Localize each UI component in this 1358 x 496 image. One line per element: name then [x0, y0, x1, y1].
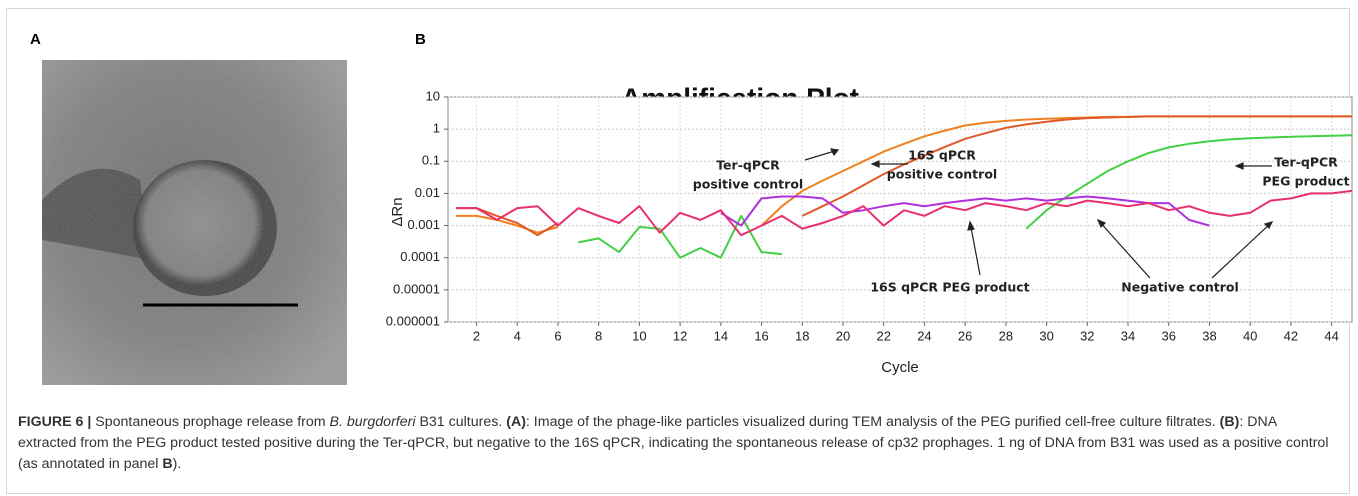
- y-axis-label: ΔRn: [389, 197, 406, 226]
- series-line: [456, 189, 1352, 237]
- x-tick-label: 16: [754, 328, 768, 343]
- x-tick-label: 28: [999, 328, 1013, 343]
- y-tick-label: 0.001: [407, 217, 440, 232]
- caption-ref: (B): [1219, 414, 1240, 430]
- x-tick-label: 42: [1284, 328, 1298, 343]
- tem-image: [42, 60, 347, 385]
- series-line: [720, 195, 1210, 227]
- caption-text: : DNA extracted from the PEG product tes…: [18, 414, 1329, 472]
- caption-ref: B: [162, 456, 173, 472]
- caption-ref: (A): [506, 414, 526, 430]
- caption-text: : Image of the phage-like particles visu…: [525, 414, 1220, 430]
- annotations: Ter-qPCR positive control 16S qPCR posit…: [693, 148, 1350, 295]
- x-axis-label: Cycle: [881, 359, 919, 376]
- x-tick-label: 22: [876, 328, 890, 343]
- x-tick-label: 24: [917, 328, 931, 343]
- x-tick-label: 6: [554, 328, 561, 343]
- panel-label: B: [415, 31, 426, 48]
- y-tick-label: 0.00001: [393, 281, 440, 296]
- series-line: [578, 134, 1352, 259]
- x-tick-label: 2: [473, 328, 480, 343]
- caption-text: ).: [172, 456, 182, 472]
- x-tick-label: 4: [514, 328, 521, 343]
- x-tick-label: 32: [1080, 328, 1094, 343]
- x-tick-label: 12: [673, 328, 687, 343]
- y-tick-label: 10: [426, 88, 440, 103]
- caption-text: Spontaneous prophage release from: [91, 414, 330, 430]
- annotation: positive control: [693, 177, 803, 192]
- annotation: Ter-qPCR: [716, 158, 780, 173]
- annotation: Ter-qPCR: [1274, 155, 1338, 170]
- annotation: positive control: [887, 167, 997, 182]
- annotation: 16S qPCR PEG product: [870, 280, 1029, 295]
- x-tick-label: 40: [1243, 328, 1257, 343]
- y-tick-label: 1: [433, 121, 440, 136]
- x-tick-label: 18: [795, 328, 809, 343]
- y-tick-label: 0.0001: [400, 249, 440, 264]
- y-tick-label: 0.1: [422, 153, 440, 168]
- x-tick-label: 20: [836, 328, 850, 343]
- annotation: PEG product: [1262, 174, 1349, 189]
- caption: FIGURE 6 | Spontaneous prophage release …: [18, 412, 1338, 475]
- annotation: Negative control: [1121, 280, 1238, 295]
- figure: A B Amplification Plot ΔRn Cycle 0.00000…: [30, 31, 1353, 385]
- panel-label: A: [30, 31, 41, 48]
- y-tick-label: 0.01: [415, 185, 440, 200]
- series-lines: [456, 115, 1352, 259]
- x-tick-label: 36: [1162, 328, 1176, 343]
- x-tick-label: 30: [1039, 328, 1053, 343]
- x-tick-label: 38: [1202, 328, 1216, 343]
- caption-label: FIGURE 6 |: [18, 414, 92, 430]
- x-tick-label: 44: [1324, 328, 1338, 343]
- x-tick-label: 8: [595, 328, 602, 343]
- x-tick-label: 10: [632, 328, 646, 343]
- y-tick-label: 0.000001: [386, 313, 440, 328]
- annotation: 16S qPCR: [908, 148, 976, 163]
- x-tick-label: 34: [1121, 328, 1135, 343]
- x-tick-label: 26: [958, 328, 972, 343]
- caption-text: B31 cultures.: [415, 414, 507, 430]
- x-tick-label: 14: [714, 328, 728, 343]
- caption-species: B. burgdorferi: [329, 414, 416, 430]
- annotation-arrows: [804, 148, 1274, 279]
